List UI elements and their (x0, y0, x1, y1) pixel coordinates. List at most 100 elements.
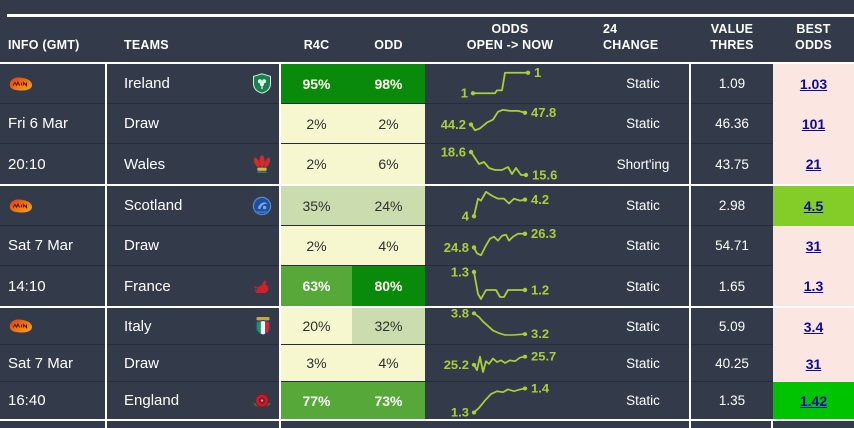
best-odds-link[interactable]: 31 (805, 355, 822, 372)
best-odds-link[interactable]: 3.4 (803, 318, 824, 335)
best-odds-link[interactable]: 1.03 (799, 76, 828, 92)
team-cell: Draw (107, 104, 281, 144)
r4c-cell: 20% (281, 308, 352, 345)
odds-row: Ireland 95% 98% 1 1 Static 1.09 1.03 (0, 64, 854, 104)
odds-row: Sat 7 Mar Draw 2% 4% 24.8 26.3 Static 54.71 31 (0, 226, 854, 266)
team-cell: England (107, 382, 281, 419)
r4c-cell: 35% (281, 186, 352, 226)
value-thres-cell: 46.36 (691, 104, 773, 144)
value-thres-cell: 2.98 (691, 186, 773, 226)
odds-row: Scotland 35% 24% 4 4.2 Static 2.98 4.5 (0, 186, 854, 226)
team-name: England (124, 392, 180, 409)
team-name: Draw (124, 354, 160, 372)
change-24h-cell: Short'ing (616, 156, 670, 172)
best-odds-cell: 21 (773, 144, 854, 184)
col-header-teams: TEAMS (124, 37, 169, 52)
change-24h-cell: Static (595, 226, 691, 266)
match-bookmaker (0, 64, 107, 104)
odd-cell: 24% (352, 186, 425, 226)
match-date: Sat 7 Mar (0, 226, 107, 266)
odd-cell: 6% (352, 144, 425, 184)
odd-cell: 2% (352, 104, 425, 144)
best-odds-cell: 1.3 (773, 266, 854, 306)
spark-now-value: 1.4 (531, 382, 549, 395)
value-thres-cell: 1.65 (718, 278, 746, 294)
match-block: Italy 20% 32% 3.8 3.2 Static 5.09 3.4 Sat 7 Mar D… (0, 308, 854, 419)
spark-open-value: 24.8 (444, 240, 469, 255)
odds-trend-sparkline: 1.3 1.2 (451, 266, 549, 300)
col-header-24-change: 24 CHANGE (603, 21, 659, 52)
odd-cell: 80% (352, 266, 425, 306)
best-odds-link[interactable]: 1.3 (803, 278, 824, 294)
best-odds-link[interactable]: 1.42 (799, 392, 828, 409)
change-24h-cell: Static (626, 278, 660, 294)
next-match-partial (0, 421, 854, 428)
change-24h-cell: Static (595, 186, 691, 226)
spark-now-value: 3.2 (531, 328, 549, 341)
spark-now-value: 25.7 (531, 350, 556, 363)
match-bookmaker (0, 186, 107, 226)
value-thres-cell: 43.75 (715, 156, 749, 172)
change-24h-cell: Static (595, 104, 691, 144)
best-odds-cell: 31 (773, 345, 854, 382)
team-name: Italy (124, 317, 152, 335)
team-name: Wales (124, 155, 166, 173)
bookmaker-logo-icon[interactable] (8, 318, 34, 334)
odds-open-now-cell: 4 4.2 (425, 186, 595, 226)
r4c-cell: 3% (281, 345, 352, 382)
odds-trend-sparkline: 3.8 3.2 (451, 308, 549, 341)
value-thres-cell: 40.25 (691, 345, 773, 382)
best-odds-link[interactable]: 101 (801, 116, 826, 132)
odds-trend-sparkline: 25.2 25.7 (444, 350, 556, 373)
spark-open-value: 4 (462, 209, 470, 224)
change-24h-cell: Static (595, 345, 691, 382)
team-cell: France (107, 266, 281, 306)
bookmaker-logo-icon[interactable] (8, 76, 34, 92)
spark-open-value: 1.3 (451, 266, 469, 280)
team-name: Draw (124, 237, 160, 254)
best-odds-link[interactable]: 31 (805, 238, 822, 254)
best-odds-cell: 3.4 (773, 308, 854, 345)
change-24h-cell: Static (595, 64, 691, 104)
best-odds-link[interactable]: 4.5 (803, 198, 824, 214)
team-name: Ireland (124, 75, 170, 92)
best-odds-cell: 31 (773, 226, 854, 266)
spark-open-value: 18.6 (441, 145, 466, 160)
team-cell: Ireland (107, 64, 281, 104)
odds-row: 20:10 Wales 2% 6% 18.6 15.6 Short'ing 43.75 21 (0, 144, 854, 184)
odds-trend-sparkline: 1.3 1.4 (451, 382, 549, 419)
top-divider (7, 14, 854, 17)
col-header-value-thres: VALUE THRES (710, 21, 754, 52)
odds-row: Italy 20% 32% 3.8 3.2 Static 5.09 3.4 (0, 308, 854, 345)
wales-badge-icon (253, 155, 271, 173)
italy-badge-icon (255, 316, 271, 336)
spark-now-value: 4.2 (531, 192, 549, 207)
odd-cell: 32% (352, 308, 425, 345)
team-cell: Italy (107, 308, 281, 345)
team-name: Scotland (124, 197, 183, 214)
odds-row: Sat 7 Mar Draw 3% 4% 25.2 25.7 Static 40.25 31 (0, 345, 854, 382)
odds-open-now-cell: 1.3 1.4 (425, 382, 595, 419)
odds-row: 14:10 France 63% 80% 1.3 1.2 Static 1.65 1.3 (0, 266, 854, 306)
match-block: Ireland 95% 98% 1 1 Static 1.09 1.03 Fri 6 Mar Dr… (0, 64, 854, 184)
spark-now-value: 15.6 (532, 168, 557, 183)
spark-open-value: 3.8 (451, 308, 469, 320)
best-odds-link[interactable]: 21 (805, 156, 822, 172)
match-time: 14:10 (8, 277, 46, 295)
team-name: France (124, 277, 171, 295)
col-header-r4c: R4C (303, 37, 330, 52)
table-header: INFO (GMT) TEAMS R4C ODD ODDS OPEN -> NOW… (0, 0, 854, 62)
spark-open-value: 1.3 (451, 406, 469, 419)
team-cell: Scotland (107, 186, 281, 226)
bookmaker-logo-icon[interactable] (8, 198, 34, 214)
r4c-cell: 77% (281, 382, 352, 419)
spark-open-value: 25.2 (444, 358, 469, 371)
spark-now-value: 1 (534, 65, 541, 80)
odds-row: 16:40 England 77% 73% 1.3 1.4 Static 1.35 1.42 (0, 382, 854, 419)
spark-open-value: 1 (461, 86, 468, 101)
col-header-odds-open-now: ODDS OPEN -> NOW (466, 21, 554, 52)
divider-teams-r4c (279, 62, 281, 419)
best-odds-cell: 1.42 (773, 382, 854, 419)
match-date: Sat 7 Mar (0, 345, 107, 382)
